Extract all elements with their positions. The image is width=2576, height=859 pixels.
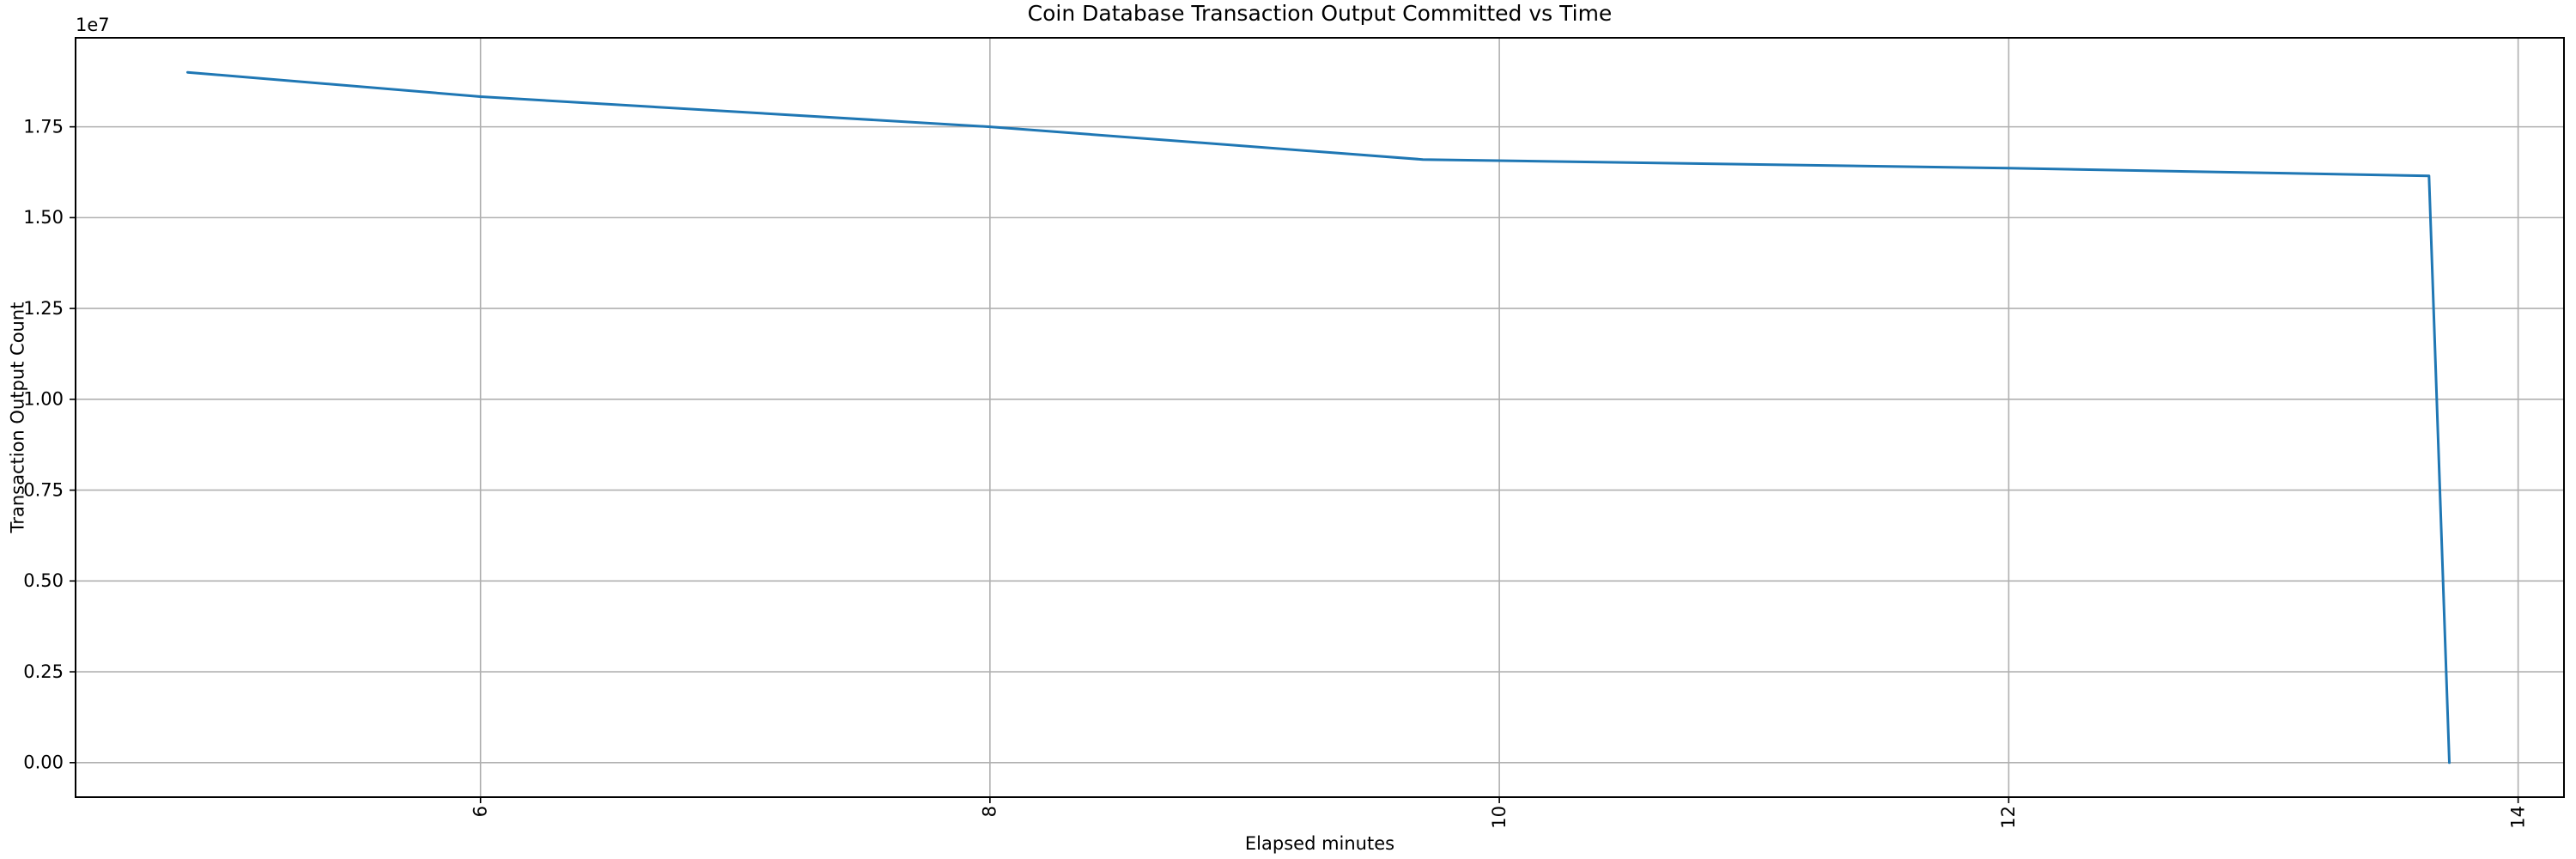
x-tick-label: 14 xyxy=(2507,806,2528,829)
data-line xyxy=(186,70,2451,765)
x-tick-label: 8 xyxy=(980,806,1000,817)
y-tick-label: 1.25 xyxy=(23,298,64,319)
y-tick-label: 0.00 xyxy=(23,752,64,773)
y-axis-offset-label: 1e7 xyxy=(76,15,110,35)
tick-labels: 0.00 0.25 0.50 0.75 1.00 1.25 1.50 1.75 6 8 10 12 14 xyxy=(23,116,2528,828)
x-axis-label: Elapsed minutes xyxy=(1244,833,1395,854)
y-tick-label: 0.75 xyxy=(23,479,64,500)
y-tick-label: 1.75 xyxy=(23,116,64,137)
y-tick-label: 0.25 xyxy=(23,661,64,682)
tick-marks xyxy=(70,125,2519,803)
y-tick-label: 1.50 xyxy=(23,207,64,228)
plot-border xyxy=(75,37,2565,798)
y-tick-label: 0.50 xyxy=(23,570,64,591)
x-tick-label: 6 xyxy=(470,806,490,817)
x-tick-label: 12 xyxy=(1998,806,2019,829)
gridlines xyxy=(76,38,2564,797)
x-tick-label: 10 xyxy=(1489,806,1510,829)
y-tick-label: 1.00 xyxy=(23,389,64,410)
chart-title: Coin Database Transaction Output Committ… xyxy=(1027,1,1613,26)
